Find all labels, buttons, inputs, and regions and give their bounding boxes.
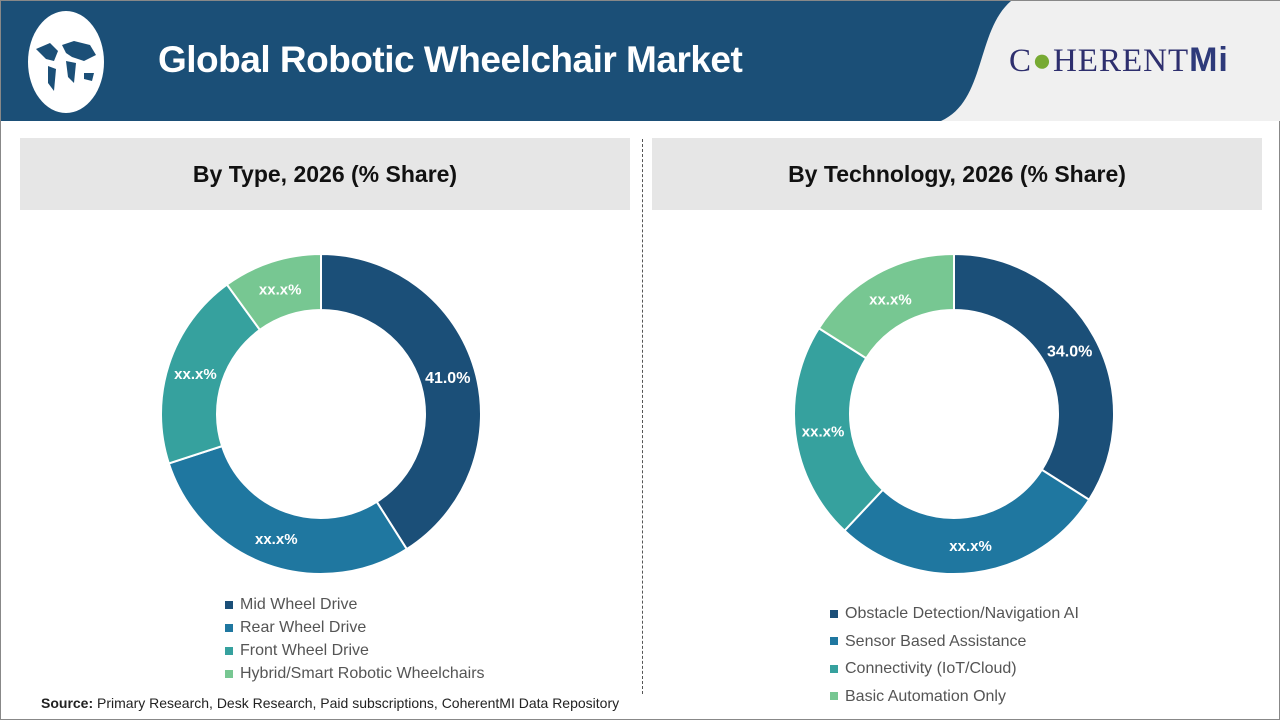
legend-swatch xyxy=(225,646,233,655)
legend-item: Front Wheel Drive xyxy=(225,639,485,662)
legend-label: Basic Automation Only xyxy=(845,687,1006,705)
data-label: xx.x% xyxy=(255,531,298,548)
legend-label: Connectivity (IoT/Cloud) xyxy=(845,660,1017,677)
header-band xyxy=(1,1,1011,121)
header: Global Robotic Wheelchair Market C●HEREN… xyxy=(1,1,1280,121)
legend-swatch xyxy=(830,692,838,701)
legend-swatch xyxy=(225,600,233,609)
legend-label: Front Wheel Drive xyxy=(240,642,369,659)
panel-divider xyxy=(642,139,643,694)
legend-item: Mid Wheel Drive xyxy=(225,593,485,616)
legend-label: Obstacle Detection/Navigation AI xyxy=(845,605,1079,622)
coherentmi-logo: C●HERENTMi xyxy=(1009,41,1229,79)
donut-slice xyxy=(843,468,1091,575)
legend-item: Hybrid/Smart Robotic Wheelchairs xyxy=(225,662,485,685)
technology-donut-chart: 34.0% xx.x% xx.x% xx.x% xyxy=(793,252,1115,575)
legend-item: Rear Wheel Drive xyxy=(225,616,485,639)
donut-slice xyxy=(320,252,482,551)
legend-item: Connectivity (IoT/Cloud) xyxy=(830,655,1079,683)
type-legend: Mid Wheel Drive Rear Wheel Drive Front Whe… xyxy=(225,593,485,685)
page-title: Global Robotic Wheelchair Market xyxy=(158,39,743,80)
data-label: 41.0% xyxy=(425,370,470,387)
donut-slice xyxy=(225,252,322,332)
legend-label: Hybrid/Smart Robotic Wheelchairs xyxy=(240,665,485,682)
technology-legend: Obstacle Detection/Navigation AI Sensor B… xyxy=(830,600,1079,710)
donut-slice xyxy=(817,252,955,360)
donut-slice xyxy=(167,444,409,575)
legend-label: Mid Wheel Drive xyxy=(240,596,358,613)
data-label: xx.x% xyxy=(174,366,217,383)
data-label: xx.x% xyxy=(949,538,992,555)
type-donut-chart: 41.0% xx.x% xx.x% xx.x% xyxy=(160,252,482,575)
donut-slice xyxy=(953,252,1115,502)
legend-label: Rear Wheel Drive xyxy=(240,619,367,636)
legend-item: Sensor Based Assistance xyxy=(830,628,1079,656)
legend-swatch xyxy=(225,669,233,678)
source-label: Source: xyxy=(41,695,94,711)
legend-swatch xyxy=(225,623,233,632)
legend-swatch xyxy=(830,609,838,618)
data-label: xx.x% xyxy=(869,291,912,308)
globe-icon xyxy=(28,11,104,113)
legend-swatch xyxy=(830,637,838,646)
legend-item: Basic Automation Only xyxy=(830,683,1079,711)
legend-label: Sensor Based Assistance xyxy=(845,632,1027,650)
source-note: Source: Primary Research, Desk Research,… xyxy=(41,695,619,711)
source-text: Primary Research, Desk Research, Paid su… xyxy=(93,695,620,711)
data-label: xx.x% xyxy=(259,281,302,298)
legend-swatch xyxy=(830,664,838,673)
technology-chart-title: By Technology, 2026 (% Share) xyxy=(652,138,1262,210)
data-label: xx.x% xyxy=(802,424,845,441)
type-chart-title: By Type, 2026 (% Share) xyxy=(20,138,630,210)
legend-item: Obstacle Detection/Navigation AI xyxy=(830,600,1079,628)
data-label: 34.0% xyxy=(1047,343,1092,360)
